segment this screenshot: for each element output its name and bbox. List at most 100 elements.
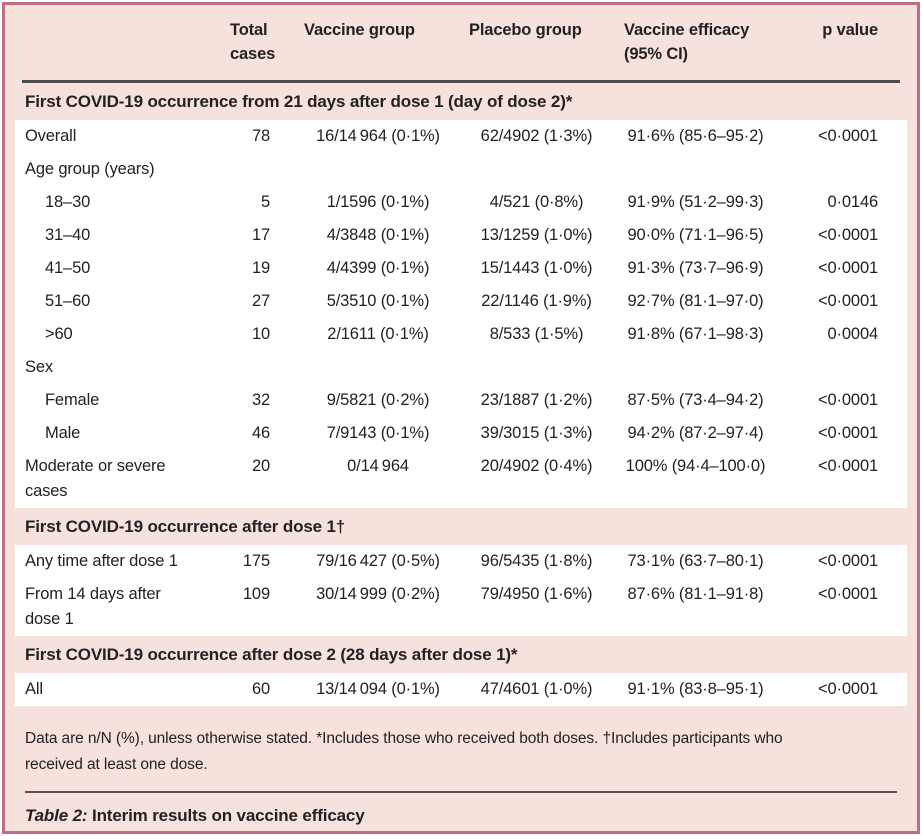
cell-placebo-group: 15/1443 (1·0%) <box>480 259 593 277</box>
section-header: First COVID-19 occurrence from 21 days a… <box>25 91 573 111</box>
header-vaccine-efficacy: Vaccine efficacy (95% CI) <box>624 21 750 63</box>
cell-total-cases: 17 <box>251 226 270 244</box>
cell-p-value: <0·0001 <box>818 259 878 277</box>
cell-vaccine-group: 0/14 964 <box>347 457 409 475</box>
row-label: Age group (years) <box>25 160 155 178</box>
cell-vaccine-efficacy: 94·2% (87·2–97·4) <box>627 424 764 442</box>
cell-placebo-group: 20/4902 (0·4%) <box>480 457 593 475</box>
table-row: 51–60 27 5/3510 (0·1%) 22/1146 (1·9%) 92… <box>15 285 907 318</box>
cell-placebo-group: 62/4902 (1·3%) <box>480 127 593 145</box>
row-label: Any time after dose 1 <box>25 552 178 570</box>
row-label: Overall <box>25 127 77 145</box>
row-label: Moderate or severe cases <box>25 457 166 500</box>
section-header: First COVID-19 occurrence after dose 2 (… <box>25 644 518 664</box>
table-caption-number: Table 2: <box>25 806 88 825</box>
cell-vaccine-group: 16/14 964 (0·1%) <box>316 127 440 145</box>
cell-p-value: 0·0146 <box>827 193 879 211</box>
cell-total-cases: 32 <box>251 391 270 409</box>
row-label: 18–30 <box>45 193 91 211</box>
cell-total-cases: 60 <box>251 680 270 698</box>
cell-total-cases: 5 <box>260 193 270 211</box>
cell-vaccine-group: 30/14 999 (0·2%) <box>316 585 440 603</box>
cell-total-cases: 175 <box>242 552 270 570</box>
row-label: 41–50 <box>45 259 91 277</box>
cell-total-cases: 10 <box>251 325 270 343</box>
table-header-row: Total cases Vaccine group Placebo group … <box>5 5 917 80</box>
table-row-group-label: Sex <box>15 351 907 384</box>
cell-placebo-group: 22/1146 (1·9%) <box>481 292 592 310</box>
table-row: 18–30 5 1/1596 (0·1%) 4/521 (0·8%) 91·9%… <box>15 186 907 219</box>
table-footer: Data are n/N (%), unless otherwise state… <box>5 706 917 828</box>
cell-vaccine-efficacy: 91·1% (83·8–95·1) <box>627 680 764 698</box>
cell-vaccine-efficacy: 92·7% (81·1–97·0) <box>627 292 764 310</box>
table-row-group-label: Age group (years) <box>15 153 907 186</box>
table-row: Overall 78 16/14 964 (0·1%) 62/4902 (1·3… <box>15 120 907 153</box>
section-rows: All 60 13/14 094 (0·1%) 47/4601 (1·0%) 9… <box>15 673 907 706</box>
cell-p-value: <0·0001 <box>818 292 878 310</box>
cell-vaccine-group: 7/9143 (0·1%) <box>326 424 430 442</box>
header-p-value: p value <box>822 21 878 39</box>
cell-vaccine-group: 79/16 427 (0·5%) <box>316 552 440 570</box>
cell-total-cases: 27 <box>251 292 270 310</box>
footnote-text: Data are n/N (%), unless otherwise state… <box>25 730 783 773</box>
cell-total-cases: 20 <box>251 457 270 475</box>
cell-placebo-group: 13/1259 (1·0%) <box>480 226 593 244</box>
cell-vaccine-group: 4/3848 (0·1%) <box>326 226 430 244</box>
table-row: From 14 days after dose 1 109 30/14 999 … <box>15 578 907 636</box>
cell-p-value: <0·0001 <box>818 424 878 442</box>
row-label: Sex <box>25 358 53 376</box>
header-rule <box>22 80 900 83</box>
cell-total-cases: 78 <box>251 127 270 145</box>
header-placebo-group: Placebo group <box>469 21 582 39</box>
table-row: Male 46 7/9143 (0·1%) 39/3015 (1·3%) 94·… <box>15 417 907 450</box>
cell-placebo-group: 23/1887 (1·2%) <box>480 391 593 409</box>
cell-vaccine-group: 5/3510 (0·1%) <box>326 292 430 310</box>
cell-p-value: <0·0001 <box>818 552 878 570</box>
header-vaccine-group: Vaccine group <box>304 21 415 39</box>
cell-p-value: <0·0001 <box>818 391 878 409</box>
section-header: First COVID-19 occurrence after dose 1† <box>25 516 346 536</box>
cell-vaccine-group: 4/4399 (0·1%) <box>326 259 430 277</box>
cell-p-value: <0·0001 <box>818 457 878 475</box>
row-label: All <box>25 680 43 698</box>
cell-total-cases: 109 <box>242 585 270 603</box>
table-row: Any time after dose 1 175 79/16 427 (0·5… <box>15 545 907 578</box>
cell-placebo-group: 4/521 (0·8%) <box>489 193 584 211</box>
table-row: 31–40 17 4/3848 (0·1%) 13/1259 (1·0%) 90… <box>15 219 907 252</box>
table-row: >60 10 2/1611 (0·1%) 8/533 (1·5%) 91·8% … <box>15 318 907 351</box>
section-rows: Any time after dose 1 175 79/16 427 (0·5… <box>15 545 907 636</box>
table-row: Female 32 9/5821 (0·2%) 23/1887 (1·2%) 8… <box>15 384 907 417</box>
cell-p-value: <0·0001 <box>818 127 878 145</box>
cell-vaccine-efficacy: 73·1% (63·7–80·1) <box>627 552 764 570</box>
table-caption-title: Interim results on vaccine efficacy <box>92 806 365 825</box>
row-label: Male <box>45 424 81 442</box>
table-row: 41–50 19 4/4399 (0·1%) 15/1443 (1·0%) 91… <box>15 252 907 285</box>
cell-vaccine-group: 2/1611 (0·1%) <box>327 325 429 343</box>
cell-p-value: <0·0001 <box>818 226 878 244</box>
caption-rule <box>25 791 897 793</box>
cell-vaccine-group: 9/5821 (0·2%) <box>326 391 430 409</box>
cell-total-cases: 46 <box>251 424 270 442</box>
cell-vaccine-efficacy: 91·6% (85·6–95·2) <box>627 127 764 145</box>
row-label: >60 <box>45 325 73 343</box>
table-caption: Table 2: Interim results on vaccine effi… <box>25 804 897 828</box>
cell-vaccine-group: 1/1596 (0·1%) <box>326 193 430 211</box>
cell-vaccine-efficacy: 91·9% (51·2–99·3) <box>627 193 764 211</box>
cell-placebo-group: 47/4601 (1·0%) <box>480 680 593 698</box>
header-total-cases: Total cases <box>230 21 276 63</box>
cell-vaccine-group: 13/14 094 (0·1%) <box>316 680 440 698</box>
cell-p-value: <0·0001 <box>818 680 878 698</box>
cell-placebo-group: 39/3015 (1·3%) <box>480 424 593 442</box>
cell-vaccine-efficacy: 91·3% (73·7–96·9) <box>627 259 764 277</box>
cell-p-value: <0·0001 <box>818 585 878 603</box>
cell-vaccine-efficacy: 100% (94·4–100·0) <box>625 457 766 475</box>
row-label: 31–40 <box>45 226 91 244</box>
cell-vaccine-efficacy: 87·5% (73·4–94·2) <box>627 391 764 409</box>
cell-total-cases: 19 <box>251 259 270 277</box>
row-label: From 14 days after dose 1 <box>25 585 161 628</box>
cell-vaccine-efficacy: 90·0% (71·1–96·5) <box>627 226 764 244</box>
cell-vaccine-efficacy: 91·8% (67·1–98·3) <box>627 325 764 343</box>
section-rows: Overall 78 16/14 964 (0·1%) 62/4902 (1·3… <box>15 120 907 508</box>
cell-placebo-group: 79/4950 (1·6%) <box>480 585 593 603</box>
row-label: 51–60 <box>45 292 91 310</box>
